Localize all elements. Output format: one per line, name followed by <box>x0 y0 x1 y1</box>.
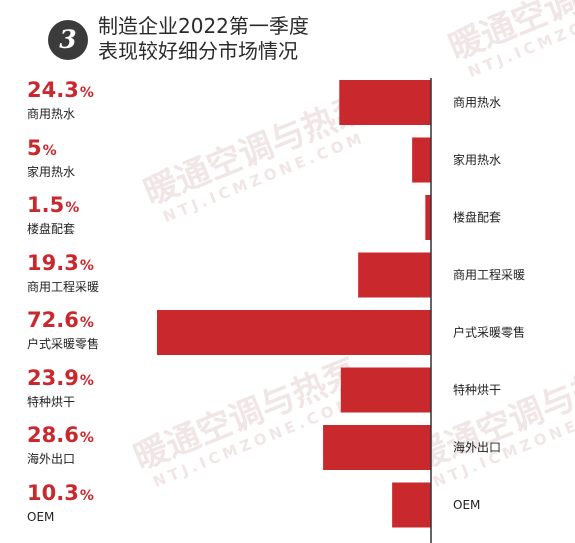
value-label-entry: 5% 家用热水 <box>27 136 157 180</box>
data-label-value: 24.3 <box>27 78 79 102</box>
data-label: 28.6% <box>27 423 157 450</box>
bar-5 <box>157 310 431 355</box>
data-label-unit: % <box>65 200 80 216</box>
value-label-entry: 1.5% 楼盘配套 <box>27 193 157 237</box>
data-label-unit: % <box>79 315 94 331</box>
data-label-category: 特种烘干 <box>27 394 76 409</box>
bar-2 <box>412 137 431 183</box>
value-label-entry: 10.3% OEM <box>27 481 157 525</box>
bar-1 <box>339 80 431 125</box>
value-label-entry: 28.6% 海外出口 <box>27 423 157 467</box>
value-label-entry: 19.3% 商用工程采暖 <box>27 251 157 295</box>
data-label: 10.3% <box>27 481 157 508</box>
chart-title-line-1: 制造企业2022第一季度 <box>98 14 309 38</box>
category-tick-label: 商用工程采暖 <box>453 267 525 282</box>
watermark-brand: 暖通空调与热泵 <box>443 0 575 68</box>
data-label-category: 商用热水 <box>27 107 76 121</box>
data-label-value: 19.3 <box>27 250 79 275</box>
data-label: 24.3% <box>27 78 157 105</box>
chart-title-line-2: 表现较好细分市场情况 <box>98 39 298 63</box>
watermark-layer: 暖通空调与热泵NTJ.ICMZONE.COM暖通空调与热泵NTJ.ICMZONE… <box>128 0 575 491</box>
data-label: 1.5% <box>27 193 157 220</box>
data-label-category: 商用工程采暖 <box>27 279 100 294</box>
data-label-unit: % <box>79 372 94 389</box>
data-label-unit: % <box>79 85 94 101</box>
data-label-unit: % <box>79 257 94 274</box>
data-label-category: 楼盘配套 <box>27 222 76 236</box>
data-label-value: 10.3 <box>27 480 79 505</box>
bar-3 <box>425 195 431 240</box>
data-label: 72.6% <box>27 308 157 335</box>
category-tick-label: 楼盘配套 <box>453 210 501 225</box>
data-label-value: 23.9 <box>27 365 79 390</box>
bar-4 <box>358 252 431 298</box>
bar-7 <box>323 425 431 470</box>
data-label: 19.3% <box>27 251 157 278</box>
data-label-category: OEM <box>27 509 55 524</box>
data-label-unit: % <box>79 430 94 446</box>
data-label-value: 72.6 <box>27 308 79 332</box>
category-tick-label: 商用热水 <box>453 95 501 110</box>
data-label-category: 家用热水 <box>27 164 76 179</box>
category-tick-label: 户式采暖零售 <box>453 325 525 340</box>
value-label-entry: 72.6% 户式采暖零售 <box>27 308 157 352</box>
data-label: 5% <box>27 136 157 163</box>
data-label-category: 海外出口 <box>27 452 76 466</box>
watermark-brand: 暖通空调与热泵 <box>138 87 374 213</box>
data-label-value: 5 <box>27 135 42 160</box>
bars <box>157 80 431 528</box>
watermark-domain: NTJ.ICMZONE.COM <box>465 0 575 81</box>
section-number-badge: 3 <box>48 20 88 60</box>
data-label: 23.9% <box>27 366 157 393</box>
data-label-unit: % <box>79 487 94 504</box>
category-tick-label: 海外出口 <box>453 440 501 455</box>
chart-title: 制造企业2022第一季度 表现较好细分市场情况 <box>98 14 309 64</box>
data-label-category: 户式采暖零售 <box>27 337 100 351</box>
category-tick-label: 家用热水 <box>453 152 501 167</box>
value-label-entry: 23.9% 特种烘干 <box>27 366 157 410</box>
data-label-unit: % <box>42 142 57 159</box>
bar-8 <box>392 482 431 528</box>
bar-6 <box>340 367 431 413</box>
data-label-value: 28.6 <box>27 423 79 447</box>
value-label-entry: 24.3% 商用热水 <box>27 78 157 122</box>
value-label-column: 24.3% 商用热水 5% 家用热水 1.5% 楼盘配套 19.3% 商用工程采暖 72.6% 户… <box>0 0 150 543</box>
watermark-domain: NTJ.ICMZONE.COM <box>160 128 367 226</box>
category-tick-label: OEM <box>453 498 480 512</box>
data-label-value: 1.5 <box>27 193 65 217</box>
category-tick-label: 特种烘干 <box>453 382 501 397</box>
chart-header: 3 制造企业2022第一季度 表现较好细分市场情况 <box>0 0 575 78</box>
watermark-brand: 暖通空调与热泵 <box>408 352 575 478</box>
